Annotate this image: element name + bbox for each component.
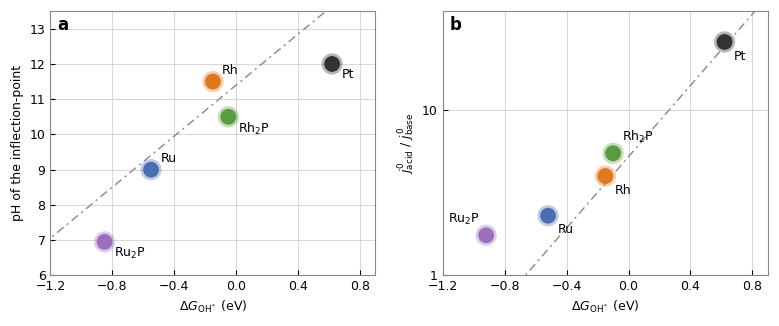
Point (480, 233, 492, 238)
Text: Pt: Pt (734, 50, 746, 63)
Point (326, 61, 338, 67)
Point (206, 79, 219, 84)
Text: Rh$_2$P: Rh$_2$P (622, 129, 654, 145)
Text: Ru: Ru (558, 223, 573, 236)
Point (718, 39, 731, 45)
Point (98, 239, 111, 244)
Text: Rh$_2$P: Rh$_2$P (238, 121, 270, 137)
Point (145, 167, 157, 172)
Text: Pt: Pt (341, 68, 354, 81)
Text: Ru: Ru (160, 153, 176, 165)
Point (599, 173, 612, 179)
Point (607, 151, 619, 156)
Point (98, 239, 111, 244)
Point (542, 213, 555, 218)
Point (718, 39, 731, 45)
Point (222, 114, 234, 119)
Text: a: a (57, 16, 68, 35)
Point (607, 151, 619, 156)
Y-axis label: pH of the inflection-point: pH of the inflection-point (11, 65, 24, 221)
Point (599, 173, 612, 179)
X-axis label: $\Delta G_{\mathrm{OH^*}}$ (eV): $\Delta G_{\mathrm{OH^*}}$ (eV) (571, 299, 640, 315)
Text: Rh: Rh (615, 184, 631, 197)
Point (222, 114, 234, 119)
Text: Ru$_2$P: Ru$_2$P (448, 212, 480, 227)
Point (145, 167, 157, 172)
Point (480, 233, 492, 238)
Point (542, 213, 555, 218)
Y-axis label: $j^0_{\mathrm{acid}}$ / $j^0_{\mathrm{base}}$: $j^0_{\mathrm{acid}}$ / $j^0_{\mathrm{ba… (397, 112, 417, 174)
Text: Ru$_2$P: Ru$_2$P (114, 246, 146, 261)
X-axis label: $\Delta G_{\mathrm{OH^*}}$ (eV): $\Delta G_{\mathrm{OH^*}}$ (eV) (178, 299, 247, 315)
Point (326, 61, 338, 67)
Text: b: b (449, 16, 461, 35)
Text: Rh: Rh (222, 64, 239, 77)
Point (206, 79, 219, 84)
